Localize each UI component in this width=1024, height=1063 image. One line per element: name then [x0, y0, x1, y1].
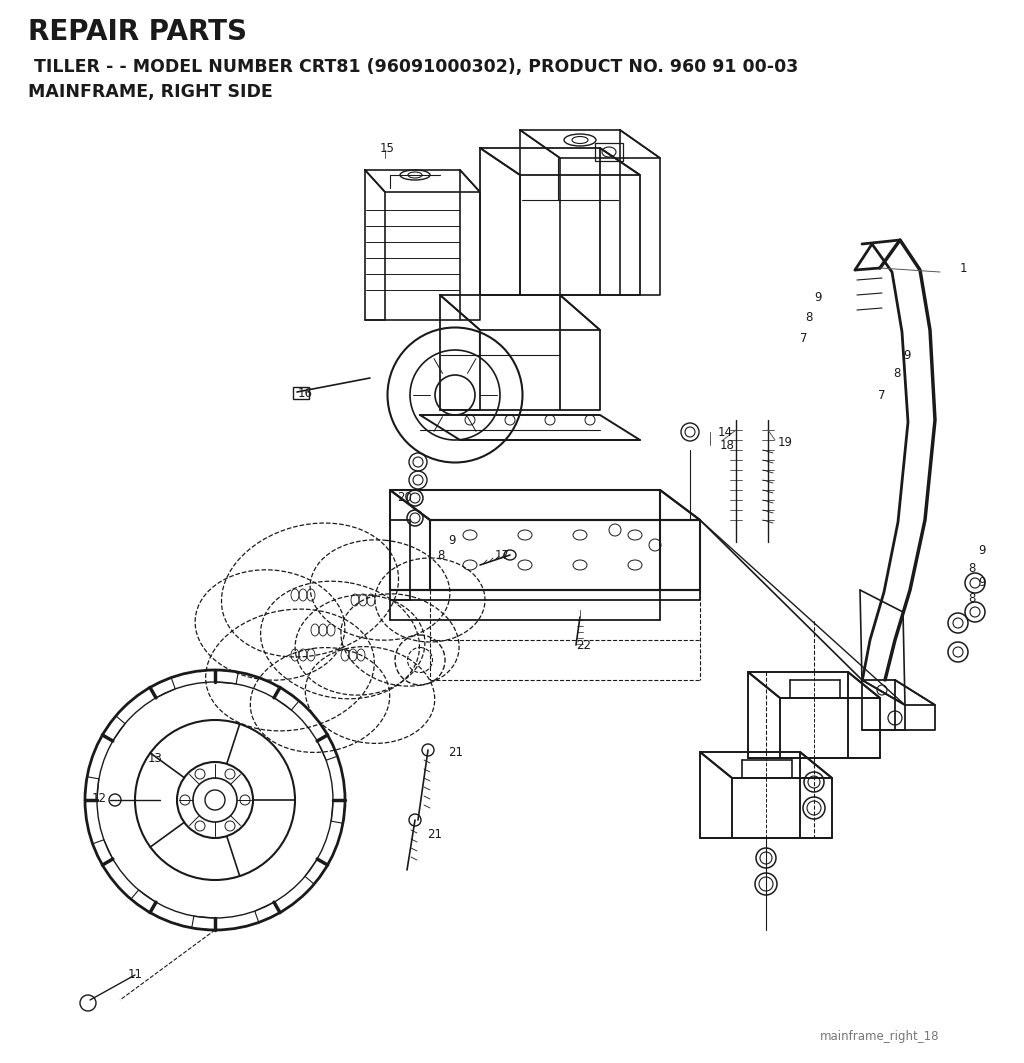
Text: 14: 14: [718, 425, 733, 439]
Text: 8: 8: [893, 367, 900, 379]
Text: 12: 12: [92, 792, 106, 805]
Text: 9: 9: [814, 290, 821, 304]
Text: 17: 17: [495, 549, 510, 561]
Text: 8: 8: [968, 591, 976, 605]
Text: 7: 7: [800, 332, 808, 344]
Text: 15: 15: [380, 141, 395, 154]
Text: 9: 9: [978, 575, 985, 589]
Text: 8: 8: [805, 310, 812, 323]
Text: 21: 21: [427, 828, 442, 842]
Text: 9: 9: [903, 349, 910, 361]
Text: REPAIR PARTS: REPAIR PARTS: [28, 18, 247, 46]
Text: 19: 19: [778, 436, 793, 449]
Text: 20: 20: [397, 490, 412, 504]
Bar: [293, 387, 309, 399]
Text: MAINFRAME, RIGHT SIDE: MAINFRAME, RIGHT SIDE: [28, 83, 272, 101]
Text: 22: 22: [575, 639, 591, 652]
Text: 16: 16: [298, 387, 313, 400]
Text: 21: 21: [449, 745, 463, 759]
Text: 8: 8: [437, 549, 444, 561]
Text: 13: 13: [148, 752, 163, 764]
Text: 9: 9: [978, 543, 985, 557]
Text: 7: 7: [878, 388, 886, 402]
Text: 11: 11: [128, 968, 143, 981]
Text: mainframe_right_18: mainframe_right_18: [820, 1030, 939, 1043]
Text: TILLER - - MODEL NUMBER CRT81 (96091000302), PRODUCT NO. 960 91 00-03: TILLER - - MODEL NUMBER CRT81 (960910003…: [28, 58, 799, 75]
Text: 1: 1: [961, 261, 968, 274]
Text: 8: 8: [968, 561, 976, 574]
Text: 18: 18: [720, 439, 735, 452]
Bar: [595, 144, 623, 161]
Text: 9: 9: [449, 534, 456, 546]
